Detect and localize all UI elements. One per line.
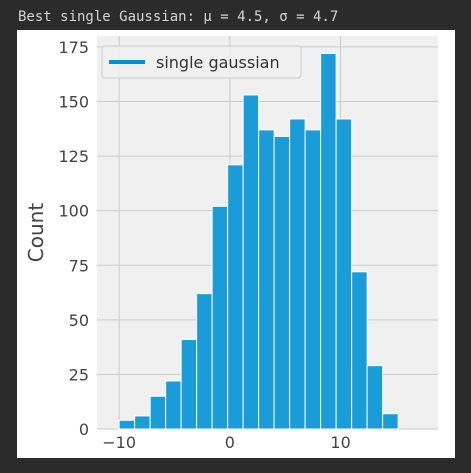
y-tick-label: 100: [58, 202, 89, 221]
gaussian-fit-result-text: Best single Gaussian: μ = 4.5, σ = 4.7: [18, 9, 339, 25]
histogram-bar: [258, 129, 275, 430]
histogram-bar: [304, 129, 322, 430]
histogram-bar: [134, 415, 151, 430]
legend-box: [101, 45, 302, 79]
histogram-bar: [180, 338, 198, 430]
histogram-figure: 0 25 50 75 100 125 150 175 −10 0 10 Count single …: [17, 30, 455, 458]
y-tick-label: 25: [69, 365, 89, 384]
histogram-bar: [320, 52, 337, 430]
y-axis-ticks: 0 25 50 75 100 125 150 175: [58, 38, 89, 439]
histogram-bar: [289, 118, 306, 430]
y-axis-label: Count: [24, 203, 48, 263]
histogram-bar: [211, 205, 229, 430]
x-tick-label: 10: [330, 433, 350, 452]
y-tick-label: 50: [69, 311, 89, 330]
histogram-bar: [196, 293, 213, 430]
histogram-bar: [149, 395, 167, 430]
y-tick-label: 75: [69, 256, 89, 275]
histogram-bars: [118, 52, 399, 430]
histogram-bar: [335, 118, 353, 430]
y-tick-label: 175: [58, 38, 89, 57]
histogram-chart: 0 25 50 75 100 125 150 175 −10 0 10 Count single …: [24, 36, 438, 452]
x-tick-label: −10: [102, 433, 136, 452]
x-axis-ticks: −10 0 10: [102, 433, 350, 452]
legend: single gaussian: [101, 45, 302, 79]
y-tick-label: 125: [58, 147, 89, 166]
histogram-bar: [242, 94, 260, 430]
histogram-bar: [273, 135, 291, 430]
histogram-bar: [366, 365, 384, 430]
legend-label-single-gaussian: single gaussian: [156, 53, 280, 72]
y-tick-label: 150: [58, 93, 89, 112]
histogram-bar: [227, 164, 244, 430]
y-tick-label: 0: [79, 420, 89, 439]
histogram-bar: [382, 413, 399, 430]
histogram-bar: [118, 419, 136, 430]
histogram-bar: [165, 380, 182, 430]
histogram-bar: [351, 271, 368, 430]
x-tick-label: 0: [225, 433, 235, 452]
